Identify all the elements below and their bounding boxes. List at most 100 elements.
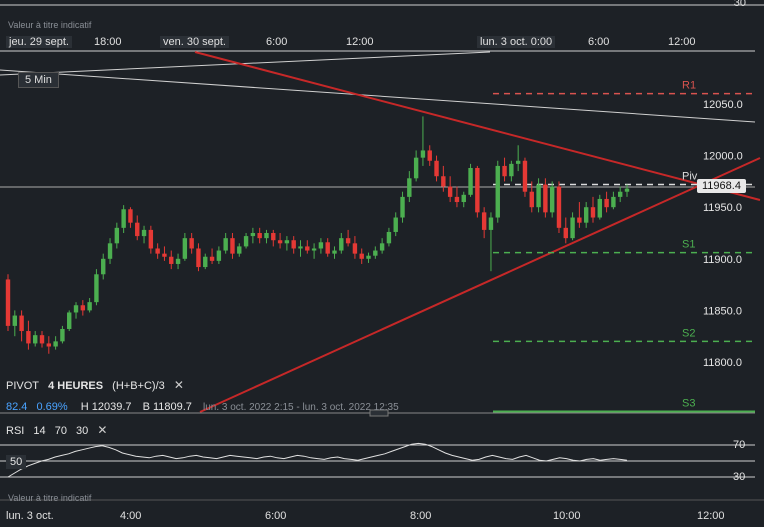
candle [223, 233, 228, 254]
support-trendline [199, 157, 761, 413]
top-axis-label: ven. 30 sept. [160, 36, 229, 48]
pivot-label-s3: S3 [682, 398, 695, 410]
rsi-param-2[interactable]: 70 [54, 425, 67, 437]
candle [366, 252, 371, 263]
candle [529, 181, 534, 213]
rsi-close-button[interactable]: ✕ [97, 423, 108, 437]
candle [230, 233, 235, 259]
candle [46, 336, 52, 354]
candle [611, 191, 616, 210]
price-tick-label: 11800.0 [703, 357, 742, 369]
candle [182, 233, 188, 261]
candle [12, 310, 18, 337]
rsi-name: RSI [6, 425, 25, 437]
candle [345, 229, 351, 247]
price-tick-label: 11900.0 [703, 254, 742, 266]
candle [407, 171, 412, 203]
top-axis-label: jeu. 29 sept. [6, 36, 72, 48]
indicator-formula: (H+B+C)/3 [112, 380, 165, 392]
candle [468, 163, 473, 197]
candle [522, 157, 528, 197]
candle [250, 227, 256, 244]
indicator-period[interactable]: 4 HEURES [48, 380, 104, 392]
candle [420, 116, 426, 166]
candle [67, 310, 72, 332]
top-axis-label: 12:00 [668, 36, 696, 48]
candle [373, 246, 378, 259]
candle [162, 246, 167, 261]
candle [135, 215, 140, 241]
candle [5, 274, 11, 332]
indicator-high: H 12039.7 [80, 401, 132, 413]
candle [141, 225, 147, 244]
candle [597, 194, 602, 220]
candle [393, 212, 398, 237]
indicator-range: lun. 3 oct. 2022 2:15 - lun. 3 oct. 2022… [202, 402, 399, 413]
pivot-label-s1: S1 [682, 239, 695, 251]
rsi-param-3[interactable]: 30 [76, 425, 89, 437]
candle [19, 310, 24, 342]
candle [339, 233, 344, 254]
candle [481, 207, 487, 239]
top-time-axis: jeu. 29 sept. 18:00 ven. 30 sept. 6:00 12:00… [0, 34, 764, 50]
price-tick-label: 11850.0 [703, 305, 742, 317]
candle [33, 331, 38, 347]
candle [148, 225, 154, 254]
candle [305, 240, 310, 254]
bottom-time-axis: lun. 3 oct. 4:00 6:00 8:00 10:00 12:00 [0, 505, 764, 527]
candle [155, 243, 160, 259]
candle [502, 157, 507, 182]
candle [318, 238, 324, 254]
price-tick-label: 11950.0 [703, 202, 742, 214]
candle [80, 300, 86, 316]
candle [196, 243, 201, 272]
candle [128, 207, 133, 228]
bottom-axis-label: 12:00 [697, 510, 725, 522]
grey-trendline-upper [0, 51, 491, 76]
candle [39, 331, 45, 348]
candle [624, 184, 630, 197]
indicator-change-pct: 0.69% [36, 401, 68, 413]
candle [60, 325, 65, 344]
candle [400, 191, 405, 223]
timeframe-badge[interactable]: 5 Min [18, 72, 59, 88]
candle [53, 336, 58, 350]
candle [298, 240, 303, 257]
top-axis-label: 18:00 [94, 36, 122, 48]
candle [352, 236, 358, 259]
price-tick-label: 12000.0 [703, 151, 743, 163]
candle [617, 186, 623, 203]
candle [434, 155, 439, 182]
bottom-axis-label: 6:00 [265, 510, 287, 522]
candle [87, 298, 92, 313]
resistance-trendline [194, 51, 761, 201]
candle [577, 202, 582, 228]
candle [549, 181, 555, 218]
indicator-close-button[interactable]: ✕ [173, 378, 184, 392]
candle [441, 165, 446, 192]
indicator-change: 82.4 [6, 401, 28, 413]
top-scale-value: 30 [733, 0, 746, 9]
candle [454, 186, 460, 208]
current-price-tag: 11968.4 [697, 179, 746, 193]
candle [475, 165, 480, 218]
rsi-series [7, 442, 628, 478]
candle [515, 145, 521, 172]
top-axis-label: 6:00 [588, 36, 610, 48]
pane-resize-handle[interactable] [369, 409, 389, 417]
candle [447, 176, 453, 203]
candle [26, 320, 31, 350]
candle [311, 243, 317, 259]
candle [543, 178, 548, 218]
candle [107, 238, 113, 264]
rsi-line [7, 442, 628, 478]
grey-trendline-lower [0, 69, 756, 123]
candle [277, 233, 283, 249]
candle [359, 248, 364, 264]
rsi-param-1[interactable]: 14 [33, 425, 46, 437]
bottom-axis-label: 10:00 [553, 510, 581, 522]
candle [264, 229, 269, 244]
indicator-low: B 11809.7 [142, 401, 192, 413]
